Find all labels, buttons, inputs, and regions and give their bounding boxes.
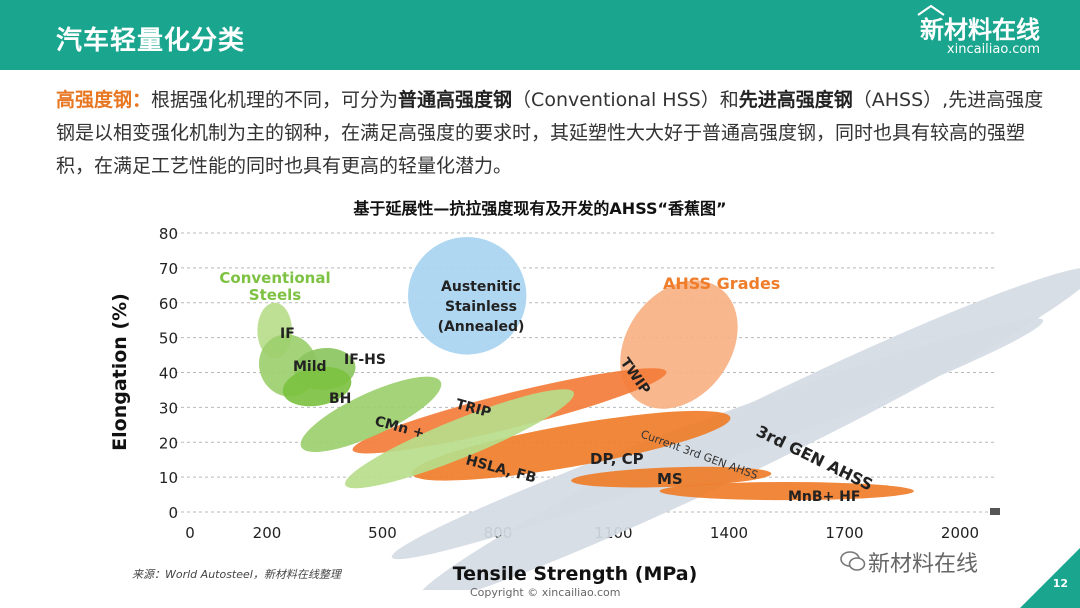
y-tick-label: 30	[159, 399, 178, 417]
intro-text-1: 根据强化机理的不同，可分为	[151, 89, 399, 111]
house-logo-icon	[917, 4, 945, 16]
header-bar: 汽车轻量化分类 新材料在线 xincailiao.com	[0, 0, 1080, 70]
x-tick-label: 1400	[710, 524, 748, 542]
x-tick-label: 1700	[825, 524, 863, 542]
region-hsla-fb	[345, 389, 574, 489]
region-label-dp-cp: DP, CP	[590, 450, 644, 468]
region-label-if-hs: IF-HS	[344, 352, 386, 368]
region-label-mnb-hf: MnB+ HF	[788, 489, 860, 505]
region-label-if: IF	[280, 326, 295, 342]
group-label-conventional-steels: Conventional Steels	[219, 269, 330, 304]
wechat-account: 新材料在线	[868, 552, 979, 577]
y-tick-label: 20	[159, 434, 178, 452]
page-number: 12	[1052, 577, 1068, 590]
y-tick-label: 0	[168, 504, 178, 522]
region-bh	[282, 366, 352, 407]
y-tick-label: 40	[159, 365, 178, 383]
axis-end-marker	[990, 508, 1000, 515]
region-ms	[571, 466, 772, 488]
brand-name: 新材料在线	[920, 16, 1040, 44]
region-cmn	[300, 376, 442, 453]
page-corner	[1020, 548, 1080, 608]
brand-url: xincailiao.com	[946, 42, 1040, 57]
y-axis-label: Elongation (%)	[109, 293, 131, 451]
chart-title: 基于延展性—抗拉强度现有及开发的AHSS“香蕉图”	[352, 199, 726, 218]
wechat-icon	[840, 551, 866, 571]
y-tick-label: 80	[159, 225, 178, 243]
x-tick-label: 2000	[941, 524, 979, 542]
region-label-bh: BH	[329, 391, 351, 407]
banana-chart: 基于延展性—抗拉强度现有及开发的AHSS“香蕉图” 0 10 20 30 40 50 60 70…	[109, 199, 1080, 590]
region-label-mild: Mild	[293, 359, 327, 375]
y-tick-label: 10	[159, 469, 178, 487]
x-tick-label: 0	[185, 524, 195, 542]
intro-bold-1: 普通高强度钢	[398, 89, 513, 111]
copyright: Copyright © xincailiao.com	[470, 586, 621, 599]
source-note: 来源：World Autosteel，新材料在线整理	[132, 568, 341, 581]
region-mnb-hf	[659, 482, 914, 501]
x-tick-label: 200	[253, 524, 282, 542]
intro-bold-2: 先进高强度钢	[738, 89, 853, 111]
page-title: 汽车轻量化分类	[56, 26, 246, 56]
x-tick-label: 500	[368, 524, 397, 542]
intro-text-2: （Conventional HSS）和	[512, 89, 739, 111]
y-tick-label: 70	[159, 260, 178, 278]
intro-text-3: （AHSS）,先进高强度钢是以相变强化机制为主的钢种，在满足高强度的要求时，其延…	[56, 89, 1044, 177]
group-label-ahss-grades: AHSS Grades	[663, 274, 780, 293]
x-axis-label: Tensile Strength (MPa)	[453, 563, 698, 585]
y-tick-label: 50	[159, 330, 178, 348]
region-austenitic-stainless-annealed	[407, 235, 528, 356]
region-label-ms: MS	[657, 470, 683, 488]
intro-lead: 高强度钢：	[56, 89, 152, 111]
y-tick-label: 60	[159, 295, 178, 313]
region-label-austenitic-stainless-annealed: Austenitic Stainless (Annealed)	[438, 279, 525, 335]
region-dp-cp	[411, 410, 731, 481]
intro-paragraph: 高强度钢：根据强化机理的不同，可分为普通高强度钢（Conventional HS…	[56, 84, 1056, 183]
region-3rd-gen-ahss	[416, 267, 1080, 590]
